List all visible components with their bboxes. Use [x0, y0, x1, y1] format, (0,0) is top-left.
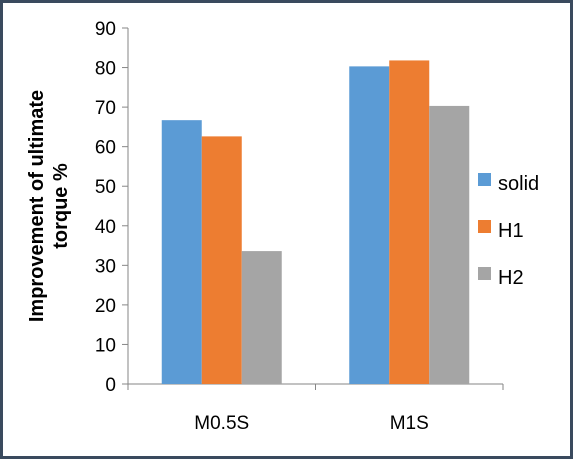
bar-solid-m1s — [349, 66, 390, 384]
y-tick-label: 10 — [95, 335, 116, 356]
bars — [161, 60, 470, 385]
legend-swatch-h2 — [478, 267, 491, 280]
y-axis-title: Improvement of ultimate torque % — [26, 90, 72, 322]
y-tick-label: 90 — [95, 19, 116, 40]
legend-swatch-solid — [478, 173, 491, 186]
bar-solid-m0.5s — [161, 120, 202, 385]
y-tick-label: 60 — [95, 138, 116, 159]
legend-label-h2: H2 — [498, 267, 524, 289]
y-tick-label: 0 — [105, 375, 116, 396]
y-axis-title-line: torque % — [50, 163, 72, 249]
bar-h1-m1s — [389, 60, 430, 385]
y-tick-label: 70 — [95, 98, 116, 119]
legend: solid H1 H2 — [478, 173, 539, 289]
legend-swatch-h1 — [478, 220, 491, 233]
legend-label-h1: H1 — [498, 220, 524, 242]
y-tick-label: 50 — [95, 177, 116, 198]
y-tick-label: 30 — [95, 256, 116, 277]
y-tick-label: 20 — [95, 296, 116, 317]
y-tick-label: 40 — [95, 217, 116, 238]
y-tick-label: 80 — [95, 59, 116, 80]
x-tick-label: M0.5S — [194, 413, 249, 434]
y-axis-title-line: Improvement of ultimate — [26, 90, 48, 322]
legend-label-solid: solid — [498, 173, 539, 195]
bar-h2-m1s — [429, 105, 470, 385]
axes: 0 10 20 30 40 50 60 70 80 90 M0.5S M1S — [95, 19, 504, 434]
bar-h2-m0.5s — [241, 251, 282, 384]
x-tick-label: M1S — [390, 413, 429, 434]
bar-h1-m0.5s — [201, 136, 242, 384]
